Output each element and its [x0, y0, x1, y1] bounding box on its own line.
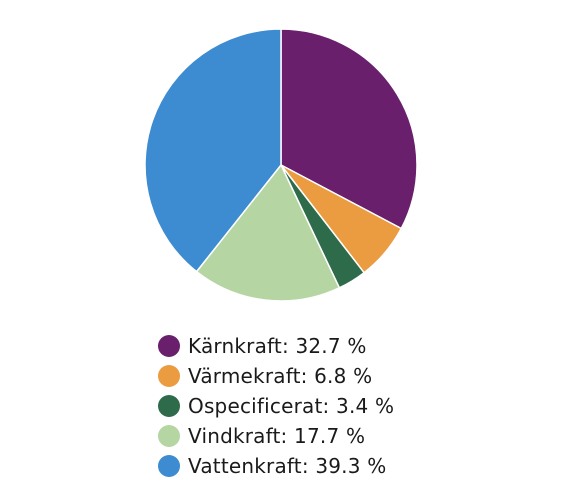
legend-item-ospecificerat[interactable]: Ospecificerat: 3.4 % — [158, 391, 394, 421]
pie-chart — [144, 28, 418, 302]
legend-label-karnkraft: Kärnkraft: 32.7 % — [188, 334, 367, 358]
legend-swatch-vindkraft — [158, 425, 180, 447]
legend-item-karnkraft[interactable]: Kärnkraft: 32.7 % — [158, 331, 394, 361]
pie-slice-karnkraft[interactable] — [280, 28, 418, 230]
pie-slice-vattenkraft[interactable] — [144, 28, 282, 273]
legend-label-ospecificerat: Ospecificerat: 3.4 % — [188, 394, 395, 418]
pie-slice-vindkraft[interactable] — [195, 164, 341, 302]
legend-label-vattenkraft: Vattenkraft: 39.3 % — [188, 454, 387, 478]
legend-label-varmekraft: Värmekraft: 6.8 % — [188, 364, 373, 388]
legend-item-vattenkraft[interactable]: Vattenkraft: 39.3 % — [158, 451, 394, 481]
legend-swatch-karnkraft — [158, 335, 180, 357]
legend-item-varmekraft[interactable]: Värmekraft: 6.8 % — [158, 361, 394, 391]
legend-swatch-varmekraft — [158, 365, 180, 387]
legend-swatch-ospecificerat — [158, 395, 180, 417]
chart-legend: Kärnkraft: 32.7 % Värmekraft: 6.8 % Ospe… — [158, 331, 394, 481]
legend-item-vindkraft[interactable]: Vindkraft: 17.7 % — [158, 421, 394, 451]
legend-swatch-vattenkraft — [158, 455, 180, 477]
pie-slices-group — [144, 28, 418, 302]
legend-label-vindkraft: Vindkraft: 17.7 % — [188, 424, 366, 448]
